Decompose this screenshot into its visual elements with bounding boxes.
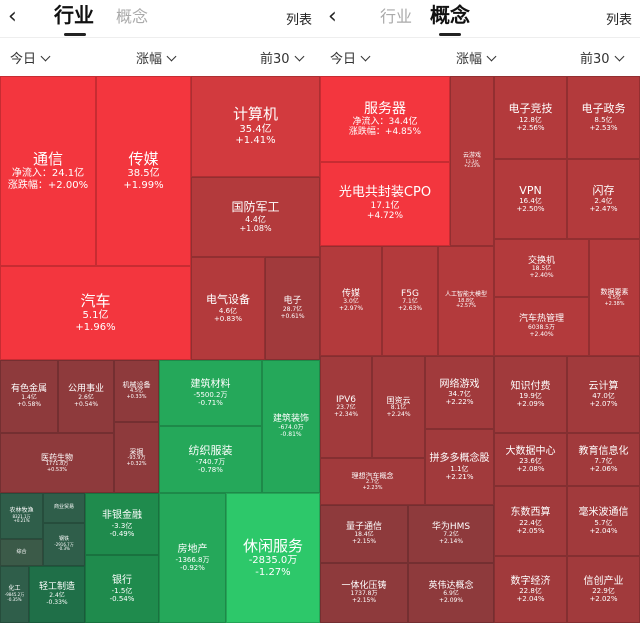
treemap-tile[interactable]: 通信 净流入：24.1亿 涨跌幅：+2.00%: [0, 76, 96, 266]
treemap-tile[interactable]: 光电共封装CPO 17.1亿 +4.72%: [320, 162, 450, 246]
treemap-tile[interactable]: 银行 -1.5亿 -0.54%: [85, 555, 159, 623]
treemap-tile[interactable]: 公用事业 2.6亿 +0.54%: [58, 360, 114, 433]
industry-panel: ‹ 行业 概念 列表 今日 涨幅 前30 通信 净流入：24.1亿 涨跌幅：+2.0…: [0, 0, 320, 623]
treemap-tile[interactable]: 云计算 47.0亿 +2.07%: [567, 356, 640, 433]
treemap-tile[interactable]: 有色金属 1.4亿 +0.58%: [0, 360, 58, 433]
treemap-tile[interactable]: 大数据中心 23.6亿 +2.08%: [494, 433, 567, 486]
treemap-tile[interactable]: 化工 -9845.2万 -0.35%: [0, 566, 29, 623]
sort-dropdown[interactable]: 涨幅: [136, 48, 177, 67]
treemap-tile[interactable]: 量子通信 18.4亿 +2.15%: [320, 505, 408, 563]
top-label: 前30: [260, 52, 290, 67]
chevron-down-icon: [614, 51, 624, 62]
treemap-tile[interactable]: 服务器 净流入：34.4亿 涨跌幅：+4.85%: [320, 76, 450, 162]
treemap-tile[interactable]: 理想汽车概念 2.7亿 +2.23%: [320, 458, 425, 505]
back-icon[interactable]: ‹: [8, 4, 17, 29]
treemap-tile[interactable]: 钢铁 -2916.7万 -0.3%: [43, 523, 85, 566]
treemap-tile[interactable]: 医药生物 1771.8万 +0.53%: [0, 433, 114, 493]
tab-concept[interactable]: 概念: [116, 7, 149, 26]
treemap-tile[interactable]: 电气设备 4.6亿 +0.83%: [191, 257, 265, 360]
treemap-tile[interactable]: 拼多多概念股 1.1亿 +2.21%: [425, 429, 494, 505]
treemap-tile[interactable]: 数据要素 4.5亿 +2.38%: [589, 239, 640, 356]
treemap-tile[interactable]: 房地产 -1366.8万 -0.92%: [159, 493, 226, 623]
treemap-tile[interactable]: 国资云 8.1亿 +2.24%: [372, 356, 425, 458]
left-filter-bar: 今日 涨幅 前30: [0, 37, 320, 76]
concept-treemap: 服务器 净流入：34.4亿 涨跌幅：+4.85% 云游戏 13.3亿 +2.25% 电子…: [320, 76, 640, 623]
treemap-tile[interactable]: 华为HMS 7.2亿 +2.14%: [408, 505, 494, 563]
treemap-tile[interactable]: 电子政务 8.5亿 +2.53%: [567, 76, 640, 159]
treemap-tile[interactable]: 闪存 2.4亿 +2.47%: [567, 159, 640, 239]
treemap-tile[interactable]: 农林牧渔 8321.1万 +0.21%: [0, 493, 43, 539]
treemap-tile[interactable]: VPN 16.4亿 +2.50%: [494, 159, 567, 239]
chevron-down-icon: [360, 51, 371, 62]
treemap-tile[interactable]: 建筑装饰 -674.0万 -0.81%: [262, 360, 320, 493]
treemap-tile[interactable]: F5G 7.1亿 +2.63%: [382, 246, 438, 356]
period-dropdown[interactable]: 今日: [10, 48, 51, 67]
tab-industry[interactable]: 行业: [380, 7, 413, 26]
treemap-tile[interactable]: 传媒 3.0亿 +2.97%: [320, 246, 382, 356]
chevron-down-icon: [40, 51, 51, 62]
tab-concept[interactable]: 概念: [430, 3, 470, 27]
treemap-tile[interactable]: 电子竞技 12.8亿 +2.56%: [494, 76, 567, 159]
treemap-tile[interactable]: 传媒 38.5亿 +1.99%: [96, 76, 191, 266]
list-button[interactable]: 列表: [285, 13, 312, 28]
treemap-tile[interactable]: 建筑材料 -5500.2万 -0.71%: [159, 360, 262, 426]
treemap-tile[interactable]: 电子 28.7亿 +0.61%: [265, 257, 320, 360]
concept-panel: ‹ 行业 概念 列表 今日 涨幅 前30 服务器 净流入：34.4亿 涨跌幅：+4.…: [320, 0, 640, 623]
industry-treemap: 通信 净流入：24.1亿 涨跌幅：+2.00% 传媒 38.5亿 +1.99% 计算机 3…: [0, 76, 320, 623]
treemap-tile[interactable]: 交换机 18.5亿 +2.40%: [494, 239, 589, 297]
left-header: ‹ 行业 概念 列表: [0, 0, 320, 37]
chevron-down-icon: [294, 51, 304, 62]
treemap-tile[interactable]: 非银金融 -3.3亿 -0.49%: [85, 493, 159, 555]
treemap-tile[interactable]: 休闲服务 -2835.0万 -1.27%: [226, 493, 320, 623]
treemap-tile[interactable]: 毫米波通信 5.7亿 +2.04%: [567, 486, 640, 556]
treemap-tile[interactable]: IPV6 23.7亿 +2.34%: [320, 356, 372, 458]
right-header: ‹ 行业 概念 列表: [320, 0, 640, 37]
sort-label: 涨幅: [456, 52, 483, 67]
list-button[interactable]: 列表: [605, 13, 632, 28]
tab-underline: [64, 33, 86, 36]
treemap-tile[interactable]: 网络游戏 34.7亿 +2.22%: [425, 356, 494, 429]
chevron-down-icon: [486, 51, 497, 62]
treemap-tile[interactable]: 一体化压铸 1737.8万 +2.15%: [320, 563, 408, 623]
treemap-tile[interactable]: 采掘 -93.9万 +0.32%: [114, 422, 159, 493]
treemap-tile[interactable]: 轻工制造 2.4亿 -0.33%: [29, 566, 85, 623]
back-icon[interactable]: ‹: [328, 4, 337, 29]
treemap-tile[interactable]: 人工智能大模型 18.8亿 +2.57%: [438, 246, 494, 356]
treemap-tile[interactable]: 国防军工 4.4亿 +1.08%: [191, 177, 320, 257]
treemap-tile[interactable]: 汽车 5.1亿 +1.96%: [0, 266, 191, 360]
treemap-tile[interactable]: 信创产业 22.9亿 +2.02%: [567, 556, 640, 623]
treemap-tile[interactable]: 计算机 35.4亿 +1.41%: [191, 76, 320, 177]
treemap-tile[interactable]: 汽车热管理 6038.5万 +2.40%: [494, 297, 589, 356]
tab-industry[interactable]: 行业: [54, 3, 94, 27]
period-label: 今日: [330, 52, 357, 67]
treemap-tile[interactable]: 综合: [0, 539, 43, 566]
period-dropdown[interactable]: 今日: [330, 48, 371, 67]
right-filter-bar: 今日 涨幅 前30: [320, 37, 640, 76]
top-label: 前30: [580, 52, 610, 67]
tab-underline: [439, 33, 461, 36]
treemap-tile[interactable]: 教育信息化 7.7亿 +2.06%: [567, 433, 640, 486]
sort-dropdown[interactable]: 涨幅: [456, 48, 497, 67]
treemap-tile[interactable]: 机械设备 4.5亿 +0.33%: [114, 360, 159, 422]
treemap-tile[interactable]: 知识付费 19.9亿 +2.09%: [494, 356, 567, 433]
period-label: 今日: [10, 52, 37, 67]
top-dropdown[interactable]: 前30: [260, 48, 304, 67]
chevron-down-icon: [166, 51, 177, 62]
treemap-tile[interactable]: 云游戏 13.3亿 +2.25%: [450, 76, 494, 246]
treemap-tile[interactable]: 纺织服装 -740.7万 -0.78%: [159, 426, 262, 493]
sort-label: 涨幅: [136, 52, 163, 67]
top-dropdown[interactable]: 前30: [580, 48, 624, 67]
treemap-tile[interactable]: 数字经济 22.8亿 +2.04%: [494, 556, 567, 623]
treemap-tile[interactable]: 商业贸易: [43, 493, 85, 523]
treemap-tile[interactable]: 东数西算 22.4亿 +2.05%: [494, 486, 567, 556]
treemap-tile[interactable]: 英伟达概念 6.9亿 +2.09%: [408, 563, 494, 623]
